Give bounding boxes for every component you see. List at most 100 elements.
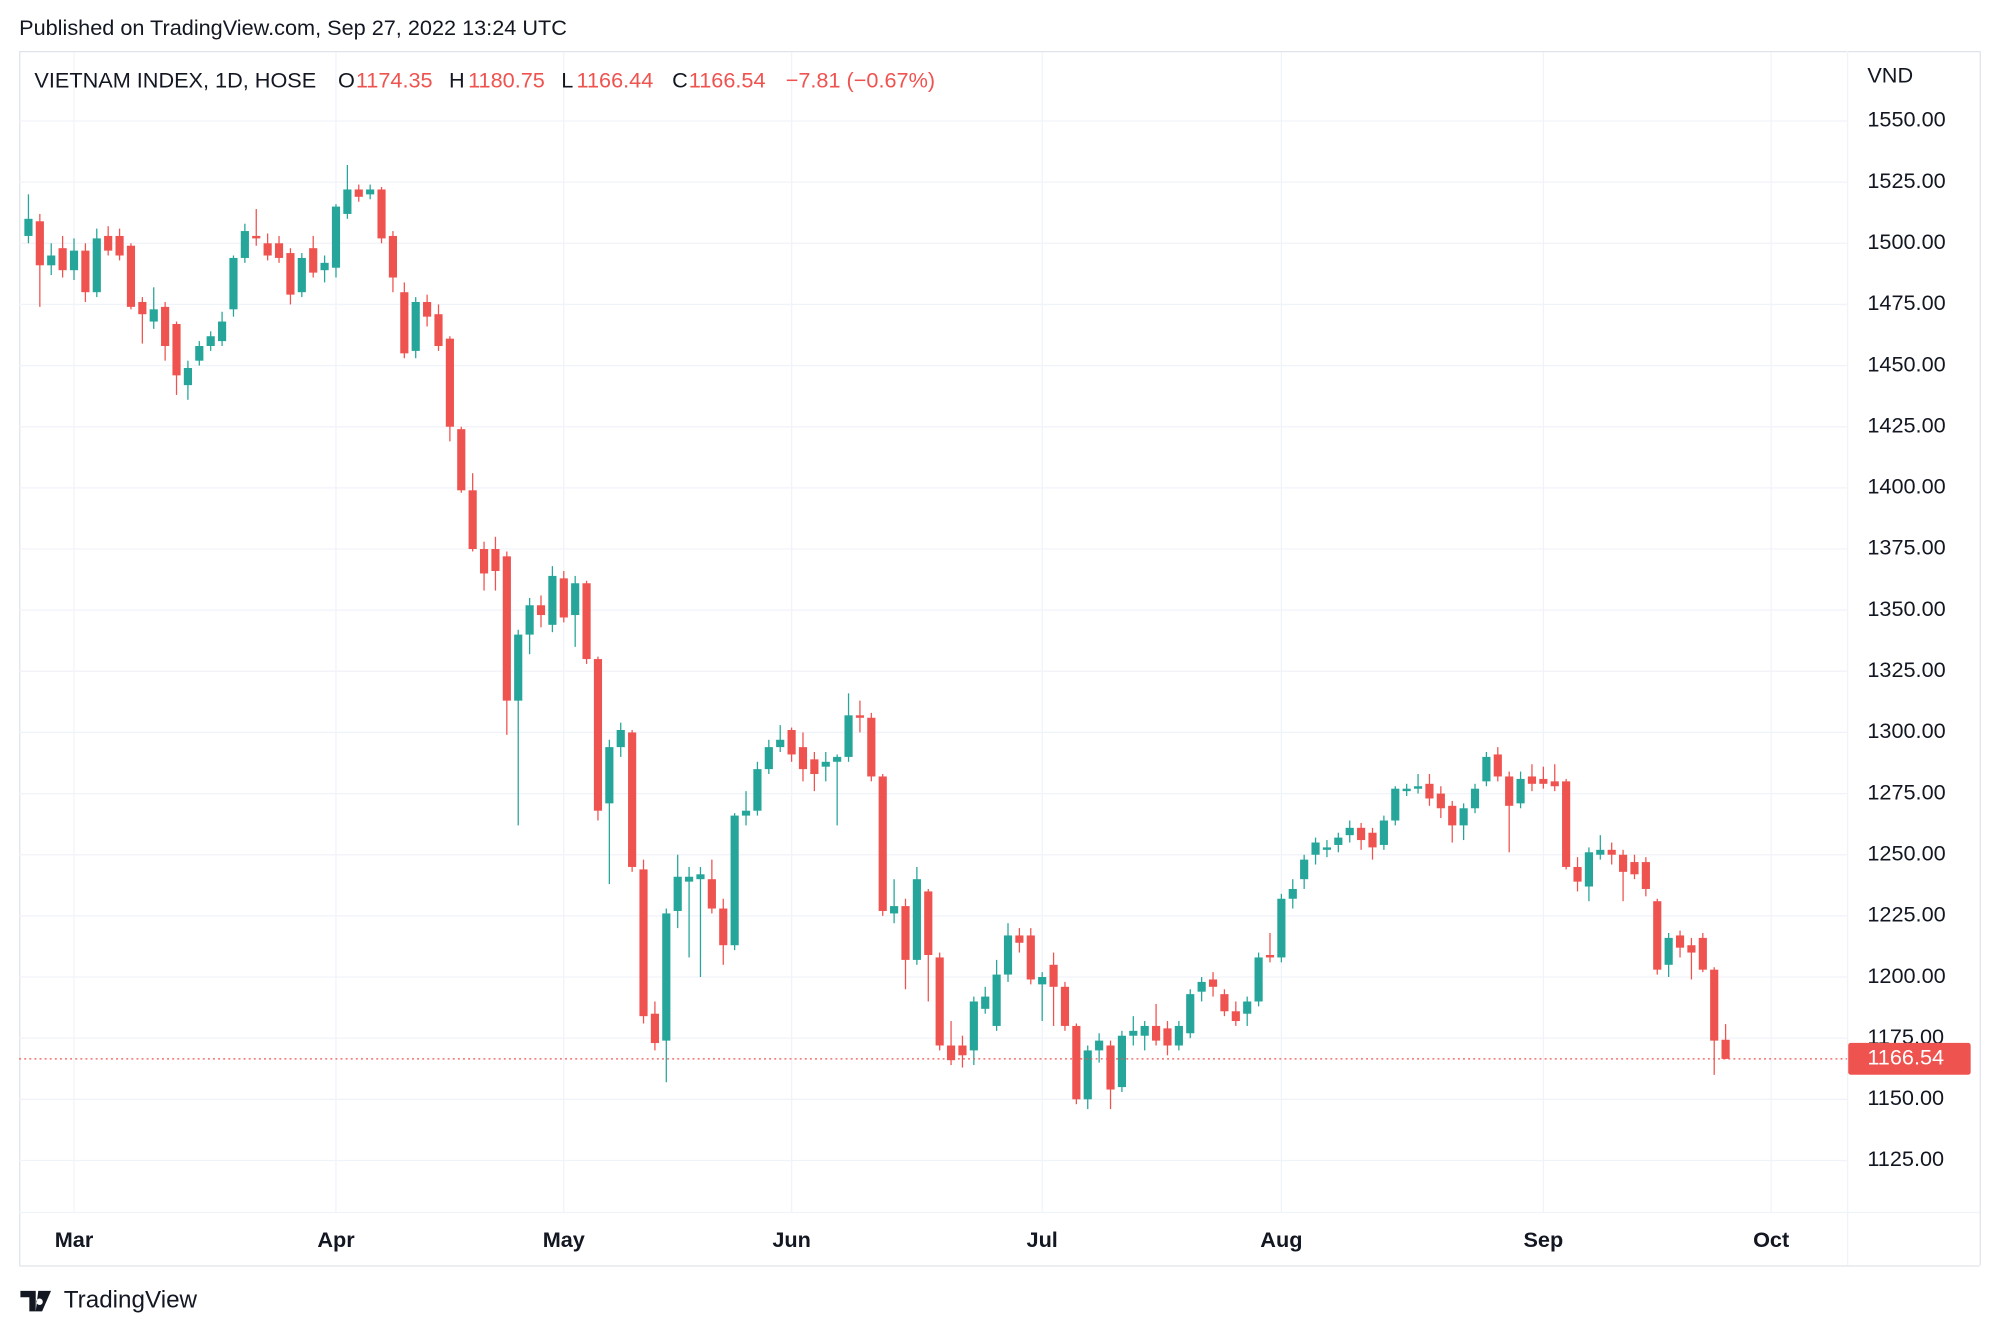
y-tick-label: 1225.00: [1867, 902, 1945, 927]
change: −7.81 (−0.67%): [786, 67, 935, 92]
candle-body: [1539, 778, 1548, 784]
y-tick-label: 1425.00: [1867, 412, 1945, 437]
candle-body: [1459, 808, 1468, 826]
candle-body: [593, 659, 603, 811]
candle-body: [514, 634, 523, 701]
candle-body: [138, 301, 147, 315]
candle-body: [969, 1001, 978, 1051]
y-tick-label: 1550.00: [1867, 107, 1945, 132]
published-note: Published on TradingView.com, Sep 27, 20…: [19, 15, 567, 40]
candle-body: [434, 314, 443, 347]
candle-body: [1607, 849, 1616, 855]
candle-body: [297, 257, 306, 293]
candle-body: [844, 715, 853, 757]
candle-body: [787, 729, 796, 755]
x-tick-label: Mar: [55, 1227, 94, 1252]
candle-body: [1687, 945, 1696, 953]
y-tick-label: 1250.00: [1867, 840, 1945, 865]
y-tick-label: 1200.00: [1867, 963, 1945, 988]
candle-body: [1664, 937, 1673, 965]
candle-body: [616, 729, 625, 748]
candle-body: [1174, 1025, 1183, 1046]
y-tick-label: 1125.00: [1867, 1146, 1944, 1171]
candle-body: [1049, 964, 1058, 987]
candle-body: [1630, 862, 1639, 875]
candle-body: [69, 250, 79, 271]
candle-body: [924, 891, 933, 956]
candle-body: [855, 715, 865, 718]
brand-logo: [20, 1290, 52, 1312]
candle-body: [1573, 866, 1582, 882]
candle-body: [901, 906, 910, 960]
candle-body: [1482, 756, 1491, 782]
candle-body: [1311, 842, 1320, 855]
candle-body: [1038, 977, 1047, 985]
candle-body: [536, 605, 546, 616]
ohlc-value: 1180.75: [468, 67, 545, 92]
candle-body: [1345, 827, 1354, 836]
candle-body: [309, 248, 318, 273]
candle-body: [548, 575, 557, 625]
candle-body: [126, 245, 136, 307]
candle-body: [400, 292, 409, 354]
x-tick-label: Jul: [1027, 1227, 1058, 1252]
ohlc-key: C: [672, 67, 688, 92]
candle-body: [343, 189, 352, 214]
candle-body: [1505, 776, 1514, 806]
candle-body: [331, 206, 341, 268]
candle-body: [491, 549, 500, 572]
candle-body: [833, 756, 842, 762]
candle-body: [240, 231, 249, 258]
candle-body: [673, 876, 682, 911]
candle-body: [1220, 994, 1229, 1012]
candle-body: [149, 309, 158, 322]
y-tick-label: 1150.00: [1867, 1085, 1944, 1110]
candle-body: [639, 869, 648, 1017]
candle-body: [1357, 827, 1366, 841]
candle-body: [104, 235, 113, 251]
y-tick-label: 1400.00: [1867, 474, 1945, 499]
candle-body: [411, 301, 420, 351]
candle-body: [1334, 837, 1343, 845]
candle-body: [286, 253, 295, 295]
candle-body: [1675, 935, 1685, 948]
candle-body: [320, 262, 329, 271]
candle-body: [1208, 979, 1218, 987]
candle-body: [274, 243, 284, 258]
y-tick-label: 1350.00: [1867, 596, 1945, 621]
candle-body: [1619, 854, 1628, 872]
candle-body: [1641, 862, 1650, 889]
candle-body: [1653, 901, 1662, 970]
candle-body: [1231, 1011, 1240, 1022]
candle-body: [912, 879, 921, 960]
last-price-tag: [1848, 1042, 1971, 1075]
last-price-label: 1166.54: [1867, 1045, 1944, 1070]
candle-body: [1698, 937, 1707, 970]
candle-body: [35, 221, 44, 266]
x-tick-label: May: [543, 1227, 585, 1252]
candle-body: [172, 323, 181, 376]
candle-body: [92, 238, 101, 293]
candle-body: [1106, 1045, 1115, 1090]
candle-body: [1003, 935, 1013, 975]
candle-body: [1060, 986, 1070, 1026]
candle-body: [1277, 898, 1286, 958]
candle-body: [685, 876, 694, 882]
ohlc-value: 1166.54: [689, 67, 766, 92]
candle-body: [354, 189, 363, 197]
y-tick-label: 1275.00: [1867, 779, 1945, 804]
candle-body: [217, 321, 227, 342]
axes: 1125.001150.001175.001200.001225.001250.…: [55, 107, 1971, 1252]
x-tick-label: Jun: [772, 1227, 811, 1252]
candle-body: [1129, 1030, 1138, 1036]
candle-body: [958, 1045, 967, 1056]
brand: TradingView: [20, 1287, 198, 1314]
candle-body: [1243, 1001, 1252, 1014]
candle-body: [423, 301, 432, 317]
ohlc-key: O: [338, 67, 355, 92]
x-tick-label: Sep: [1523, 1227, 1563, 1252]
candle-body: [753, 769, 762, 811]
candle-body: [992, 974, 1001, 1026]
